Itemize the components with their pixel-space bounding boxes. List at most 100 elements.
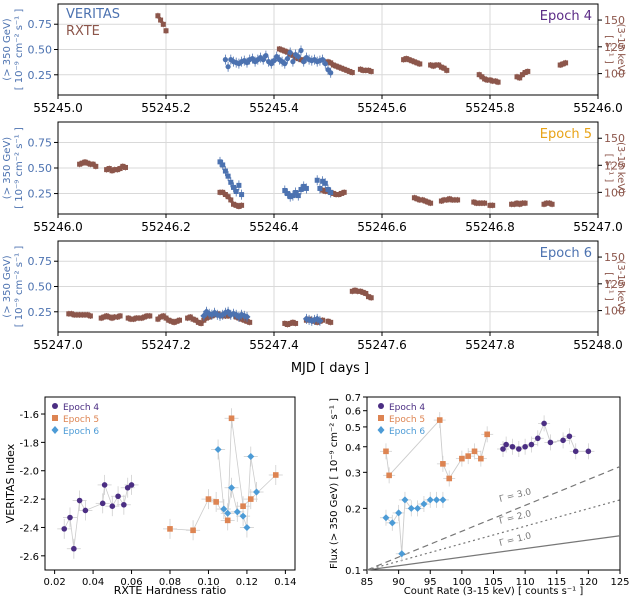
rxte-point: [406, 57, 412, 63]
x-tick-label: 0.08: [159, 577, 181, 588]
x-tick-label: 95: [424, 577, 437, 588]
rxte-point: [444, 197, 450, 203]
y-right-tick-label: 100: [604, 186, 625, 199]
rxte-point: [349, 288, 355, 294]
rxte-point: [247, 319, 253, 325]
data-point-epoch6: [224, 509, 232, 517]
x-tick-label: 55247.2: [141, 338, 191, 352]
legend-label: Epoch 5: [389, 415, 425, 425]
rxte-point: [106, 314, 112, 320]
x-tick-label: 55247.0: [573, 220, 623, 234]
x-tick-label: 125: [610, 577, 629, 588]
rxte-point: [114, 167, 120, 173]
y-right-tick-label: 100: [604, 68, 625, 81]
rxte-point: [560, 61, 566, 67]
rxte-point: [447, 196, 452, 202]
rxte-point: [141, 314, 147, 320]
rxte-point: [430, 63, 436, 69]
rxte-point: [298, 57, 304, 63]
veritas-point: [316, 317, 324, 325]
rxte-point: [357, 288, 363, 294]
data-point-epoch4: [572, 448, 579, 455]
data-point-epoch5: [484, 431, 490, 438]
rxte-point: [87, 161, 93, 167]
rxte-point: [492, 78, 498, 84]
rxte-point: [474, 200, 479, 206]
rxte-point: [428, 62, 434, 68]
rxte-point: [341, 189, 347, 195]
data-point-epoch4: [547, 439, 554, 446]
y-right-tick-label: 150: [604, 251, 625, 264]
x-tick-label: 55246.0: [33, 220, 83, 234]
data-point-epoch5: [436, 417, 443, 423]
rxte-point: [158, 17, 164, 23]
rxte-point: [522, 70, 528, 76]
veritas-point: [298, 47, 304, 54]
legend-marker: [51, 426, 59, 434]
veritas-point: [222, 57, 228, 63]
x-tick-label: 55245.6: [357, 101, 407, 115]
data-point-epoch6: [220, 505, 228, 513]
rxte-point: [195, 319, 201, 325]
y-axis-title: Flux (> 350 GeV) [ 10⁻⁹ cm⁻² s⁻¹ ]: [329, 398, 340, 569]
data-point-epoch4: [534, 435, 541, 442]
rxte-point: [112, 167, 118, 173]
veritas-point: [285, 191, 290, 197]
rxte-point: [330, 190, 336, 196]
rxte-point: [279, 47, 285, 53]
right-axis-title-line1: (3-15 keV): [615, 23, 626, 75]
veritas-point: [243, 313, 251, 321]
rxte-point: [125, 315, 131, 321]
data-point-epoch6: [233, 508, 241, 516]
data-point-epoch6: [407, 504, 415, 512]
rxte-point: [352, 287, 358, 293]
rxte-point: [160, 313, 166, 319]
rxte-point: [487, 77, 493, 83]
rxte-point: [557, 62, 563, 68]
rxte-point: [104, 313, 110, 319]
rxte-point: [425, 199, 431, 205]
data-point-epoch5: [440, 461, 446, 467]
y-tick-label: 0.5: [345, 423, 361, 434]
rxte-point: [471, 199, 477, 205]
x-tick-label: 55246.4: [249, 220, 299, 234]
rxte-point: [546, 200, 552, 206]
rxte-point: [355, 288, 361, 294]
x-tick-label: 55246.8: [465, 220, 515, 234]
legend-marker: [377, 426, 385, 434]
rxte-point: [285, 322, 290, 328]
rxte-point: [341, 66, 347, 72]
gamma-line: [366, 535, 621, 571]
x-axis-title: Count Rate (3-15 keV) [ counts s⁻¹ ]: [404, 586, 584, 597]
gamma-label: Γ = 3.0: [498, 487, 532, 505]
rxte-point: [293, 320, 299, 326]
rxte-point: [231, 201, 236, 207]
rxte-point: [79, 312, 85, 318]
rxte-point: [366, 67, 371, 73]
rxte-point: [403, 56, 409, 62]
data-point-epoch4: [503, 441, 509, 448]
rxte-point: [144, 313, 150, 319]
veritas-point: [233, 189, 239, 195]
rxte-point: [193, 317, 199, 323]
rxte-point: [519, 200, 525, 206]
rxte-point: [490, 202, 496, 208]
rxte-point: [77, 161, 83, 167]
data-point-epoch4: [67, 514, 73, 521]
data-point-epoch4: [76, 497, 83, 504]
x-tick-label: 0.06: [120, 577, 142, 588]
veritas-point: [320, 178, 326, 184]
data-point-epoch5: [190, 527, 196, 534]
mjd-xlabel: MJD [ days ]: [291, 361, 369, 376]
veritas-point: [303, 185, 309, 191]
rxte-point: [322, 188, 328, 194]
rxte-point: [217, 189, 223, 195]
rxte-point: [204, 315, 209, 321]
rxte-point: [479, 200, 485, 206]
y-left-tick-label: 0.50: [28, 162, 53, 175]
data-point-epoch4: [82, 507, 89, 514]
veritas-point: [282, 187, 288, 193]
rxte-point: [233, 202, 239, 208]
legend-marker: [378, 403, 384, 409]
rxte-point: [190, 316, 196, 322]
